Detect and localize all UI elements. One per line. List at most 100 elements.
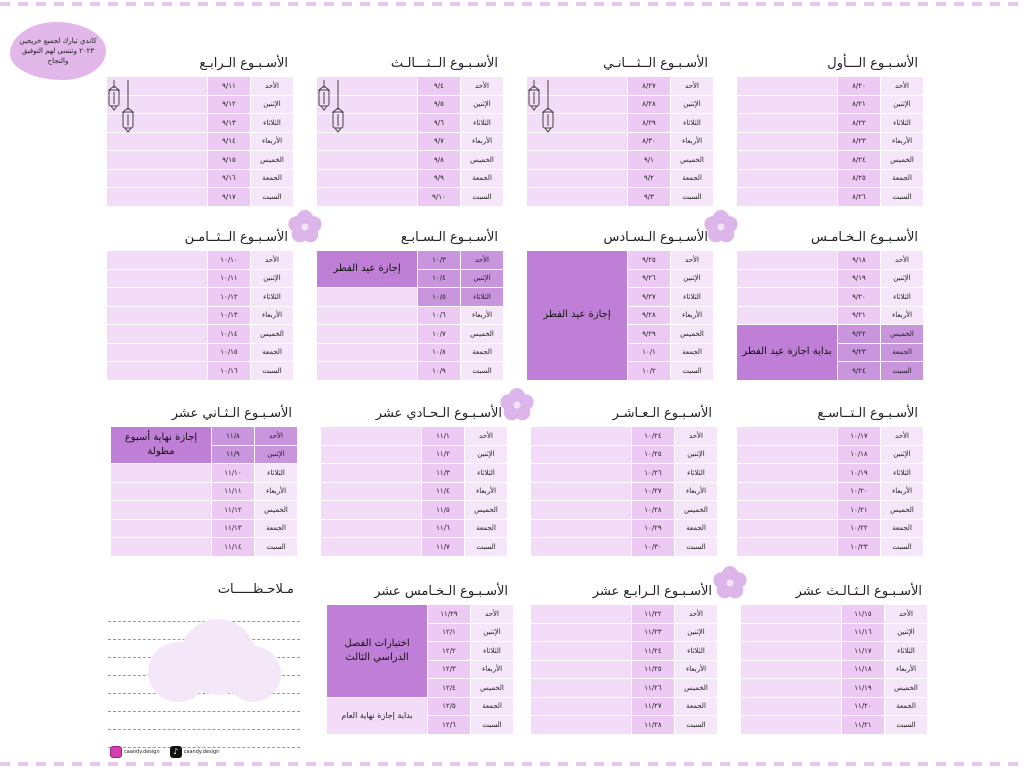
note-cell[interactable]	[321, 482, 421, 500]
week-note[interactable]: بداية اجازة عيد الفطر	[737, 325, 837, 380]
note-cell[interactable]	[531, 445, 631, 463]
note-cell[interactable]	[737, 114, 837, 132]
note-cell[interactable]	[741, 623, 841, 641]
note-cell[interactable]	[737, 95, 837, 113]
note-cell[interactable]	[531, 501, 631, 519]
note-cell[interactable]	[531, 679, 631, 697]
note-cell[interactable]	[527, 77, 627, 95]
note-cell[interactable]	[107, 114, 207, 132]
note-cell[interactable]	[531, 464, 631, 482]
note-cell[interactable]	[737, 519, 837, 537]
note-cell[interactable]	[737, 169, 837, 187]
week-note-secondary[interactable]: بداية إجازة نهاية العام	[327, 697, 427, 734]
note-cell[interactable]	[737, 427, 837, 445]
note-cell[interactable]	[107, 151, 207, 169]
note-cell[interactable]	[321, 464, 421, 482]
note-cell[interactable]	[317, 288, 417, 306]
instagram-handle[interactable]: caandy.design	[110, 746, 160, 758]
note-cell[interactable]	[317, 188, 417, 206]
note-cell[interactable]	[531, 697, 631, 715]
note-cell[interactable]	[741, 697, 841, 715]
note-cell[interactable]	[317, 77, 417, 95]
note-cell[interactable]	[737, 251, 837, 269]
notes-line[interactable]	[108, 712, 300, 730]
week-note[interactable]: اختبارات الفصل الدراسي الثالث	[327, 605, 427, 697]
note-cell[interactable]	[107, 251, 207, 269]
note-cell[interactable]	[107, 288, 207, 306]
note-cell[interactable]	[317, 169, 417, 187]
notes-line[interactable]	[108, 694, 300, 712]
note-cell[interactable]	[107, 269, 207, 287]
week-note[interactable]: إجازة عيد الفطر	[527, 251, 627, 380]
notes-line[interactable]	[108, 676, 300, 694]
note-cell[interactable]	[317, 132, 417, 150]
week-note[interactable]: إجازة عيد الفطر	[317, 251, 417, 287]
note-cell[interactable]	[107, 132, 207, 150]
note-cell[interactable]	[737, 306, 837, 324]
note-cell[interactable]	[741, 605, 841, 623]
note-cell[interactable]	[527, 151, 627, 169]
note-cell[interactable]	[107, 188, 207, 206]
date-cell: ١٠/١٩	[838, 464, 880, 482]
note-cell[interactable]	[737, 538, 837, 556]
note-cell[interactable]	[531, 519, 631, 537]
note-cell[interactable]	[111, 519, 211, 537]
note-cell[interactable]	[107, 77, 207, 95]
note-cell[interactable]	[531, 538, 631, 556]
note-cell[interactable]	[321, 427, 421, 445]
note-cell[interactable]	[321, 538, 421, 556]
note-cell[interactable]	[107, 325, 207, 343]
note-cell[interactable]	[107, 306, 207, 324]
tiktok-handle[interactable]: ♪ caandy.design	[169, 746, 219, 758]
note-cell[interactable]	[737, 482, 837, 500]
note-cell[interactable]	[321, 445, 421, 463]
note-cell[interactable]	[111, 538, 211, 556]
note-cell[interactable]	[737, 269, 837, 287]
note-cell[interactable]	[321, 501, 421, 519]
note-cell[interactable]	[107, 95, 207, 113]
note-cell[interactable]	[741, 642, 841, 660]
note-cell[interactable]	[111, 464, 211, 482]
note-cell[interactable]	[737, 188, 837, 206]
note-cell[interactable]	[737, 464, 837, 482]
note-cell[interactable]	[317, 343, 417, 361]
note-cell[interactable]	[111, 501, 211, 519]
note-cell[interactable]	[737, 77, 837, 95]
note-cell[interactable]	[317, 325, 417, 343]
note-cell[interactable]	[737, 501, 837, 519]
note-cell[interactable]	[531, 642, 631, 660]
note-cell[interactable]	[527, 169, 627, 187]
note-cell[interactable]	[317, 114, 417, 132]
date-cell: ١١/٨	[212, 427, 254, 445]
note-cell[interactable]	[527, 132, 627, 150]
note-cell[interactable]	[737, 151, 837, 169]
note-cell[interactable]	[317, 306, 417, 324]
note-cell[interactable]	[737, 132, 837, 150]
note-cell[interactable]	[531, 660, 631, 678]
note-cell[interactable]	[317, 95, 417, 113]
note-cell[interactable]	[531, 427, 631, 445]
note-cell[interactable]	[737, 445, 837, 463]
note-cell[interactable]	[531, 605, 631, 623]
note-cell[interactable]	[527, 95, 627, 113]
note-cell[interactable]	[107, 169, 207, 187]
note-cell[interactable]	[527, 114, 627, 132]
note-cell[interactable]	[741, 716, 841, 734]
note-cell[interactable]	[317, 362, 417, 380]
note-cell[interactable]	[107, 343, 207, 361]
note-cell[interactable]	[321, 519, 421, 537]
notes-line[interactable]	[108, 604, 300, 622]
notes-line[interactable]	[108, 730, 300, 748]
note-cell[interactable]	[531, 482, 631, 500]
note-cell[interactable]	[741, 679, 841, 697]
note-cell[interactable]	[317, 151, 417, 169]
week-note[interactable]: إجازة نهاية أسبوع مطولة	[111, 427, 211, 463]
date-cell: ٨/٢٤	[838, 151, 880, 169]
note-cell[interactable]	[111, 482, 211, 500]
note-cell[interactable]	[527, 188, 627, 206]
note-cell[interactable]	[737, 288, 837, 306]
note-cell[interactable]	[531, 623, 631, 641]
note-cell[interactable]	[741, 660, 841, 678]
note-cell[interactable]	[531, 716, 631, 734]
note-cell[interactable]	[107, 362, 207, 380]
